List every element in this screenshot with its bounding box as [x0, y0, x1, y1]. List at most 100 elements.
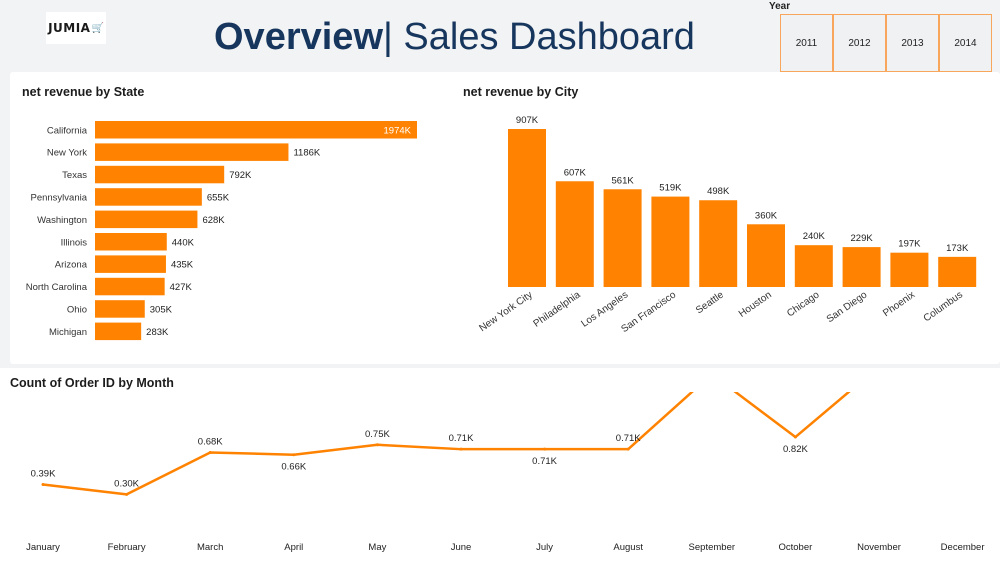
month-value-label: 0.68K [198, 436, 223, 447]
month-category-label: March [197, 542, 223, 553]
city-category-label: Philadelphia [532, 289, 583, 330]
page-title-rest: | Sales Dashboard [383, 16, 695, 58]
month-category-label: September [689, 542, 735, 553]
cart-icon: 🛒 [91, 22, 104, 34]
month-category-label: April [284, 542, 303, 553]
jumia-logo: JUMIA 🛒 [46, 12, 106, 44]
city-value-label: 173K [946, 243, 969, 254]
month-category-label: February [108, 542, 146, 553]
year-button-2012[interactable]: 2012 [833, 14, 886, 72]
month-point [125, 492, 129, 496]
city-bar [699, 200, 738, 287]
month-category-label: June [451, 542, 472, 553]
city-bar [555, 181, 594, 287]
city-category-label: San Diego [825, 289, 870, 325]
month-point [208, 450, 212, 454]
city-value-label: 197K [898, 239, 921, 250]
logo-text: JUMIA [48, 21, 91, 35]
month-category-label: December [941, 542, 985, 553]
city-bar [794, 245, 833, 287]
month-category-label: November [857, 542, 901, 553]
city-value-label: 519K [659, 183, 682, 194]
city-bar [842, 247, 881, 287]
city-value-label: 229K [851, 233, 874, 244]
state-bar [95, 188, 202, 206]
month-category-label: January [26, 542, 60, 553]
state-chart-title: net revenue by State [22, 85, 145, 99]
state-bar [95, 300, 145, 318]
state-category-label: Arizona [55, 260, 88, 271]
state-category-label: California [47, 125, 88, 136]
page-title-bold: Overview [214, 16, 383, 58]
month-value-label: 0.82K [783, 444, 808, 455]
year-filter-label: Year [769, 1, 791, 12]
city-bar [508, 129, 546, 287]
state-category-label: Ohio [67, 304, 87, 315]
state-value-label: 435K [171, 260, 194, 271]
month-value-label: 0.71K [449, 433, 474, 444]
state-category-label: Pennsylvania [30, 192, 87, 203]
state-value-label: 628K [202, 215, 225, 226]
state-bar [95, 233, 167, 251]
city-category-label: Houston [737, 289, 774, 319]
month-value-label: 0.30K [114, 478, 139, 489]
city-bar [938, 256, 977, 287]
year-button-2014[interactable]: 2014 [939, 14, 992, 72]
state-bar [95, 121, 417, 139]
month-point [543, 447, 547, 451]
month-value-label: 0.75K [365, 429, 390, 440]
state-bar [95, 210, 198, 229]
city-value-label: 498K [707, 186, 730, 197]
city-category-label: Phoenix [881, 289, 917, 319]
month-point [375, 443, 379, 447]
month-point [793, 435, 797, 439]
page-title: Overview| Sales Dashboard [214, 16, 695, 59]
city-bar [747, 224, 785, 287]
state-bar [95, 255, 166, 273]
state-category-label: North Carolina [26, 282, 88, 293]
month-point [459, 447, 463, 451]
city-value-label: 607K [564, 167, 587, 178]
year-button-2011[interactable]: 2011 [780, 14, 833, 72]
month-point [292, 453, 296, 457]
state-value-label: 1974K [384, 125, 412, 136]
city-category-label: Chicago [785, 289, 822, 319]
city-bar [890, 252, 929, 287]
state-category-label: New York [47, 148, 87, 159]
year-button-2013[interactable]: 2013 [886, 14, 939, 72]
state-category-label: Michigan [49, 327, 87, 338]
state-category-label: Illinois [61, 237, 88, 248]
month-category-label: August [613, 542, 643, 553]
state-value-label: 440K [172, 237, 195, 248]
city-value-label: 360K [755, 210, 778, 221]
state-bar [95, 143, 289, 161]
month-point [626, 447, 630, 451]
month-value-label: 0.71K [616, 433, 641, 444]
city-value-label: 240K [803, 231, 826, 242]
month-chart-title: Count of Order ID by Month [10, 376, 174, 390]
city-category-label: Columbus [922, 289, 965, 324]
month-value-label: 0.39K [31, 468, 56, 479]
state-category-label: Texas [62, 170, 87, 181]
state-value-label: 655K [207, 192, 230, 203]
state-value-label: 305K [150, 304, 173, 315]
city-category-label: New York City [477, 289, 534, 334]
state-bar [95, 165, 225, 184]
bottom-chart-panel [0, 368, 1000, 565]
state-bar [95, 322, 142, 341]
state-value-label: 1186K [293, 148, 320, 159]
month-value-label: 0.71K [532, 456, 557, 467]
city-value-label: 907K [516, 115, 539, 126]
state-value-label: 283K [146, 327, 169, 338]
state-bar [95, 277, 165, 296]
orders-by-month-chart: 0.39K January 0.30K February 0.68K March 0.66K… [26, 392, 985, 553]
city-chart-title: net revenue by City [463, 85, 579, 99]
city-category-label: Seattle [694, 289, 726, 316]
month-category-label: May [368, 542, 386, 553]
month-category-label: October [779, 542, 813, 553]
month-point [41, 482, 45, 486]
month-value-label: 0.66K [281, 462, 306, 473]
state-category-label: Washington [37, 215, 87, 226]
state-value-label: 792K [229, 170, 252, 181]
